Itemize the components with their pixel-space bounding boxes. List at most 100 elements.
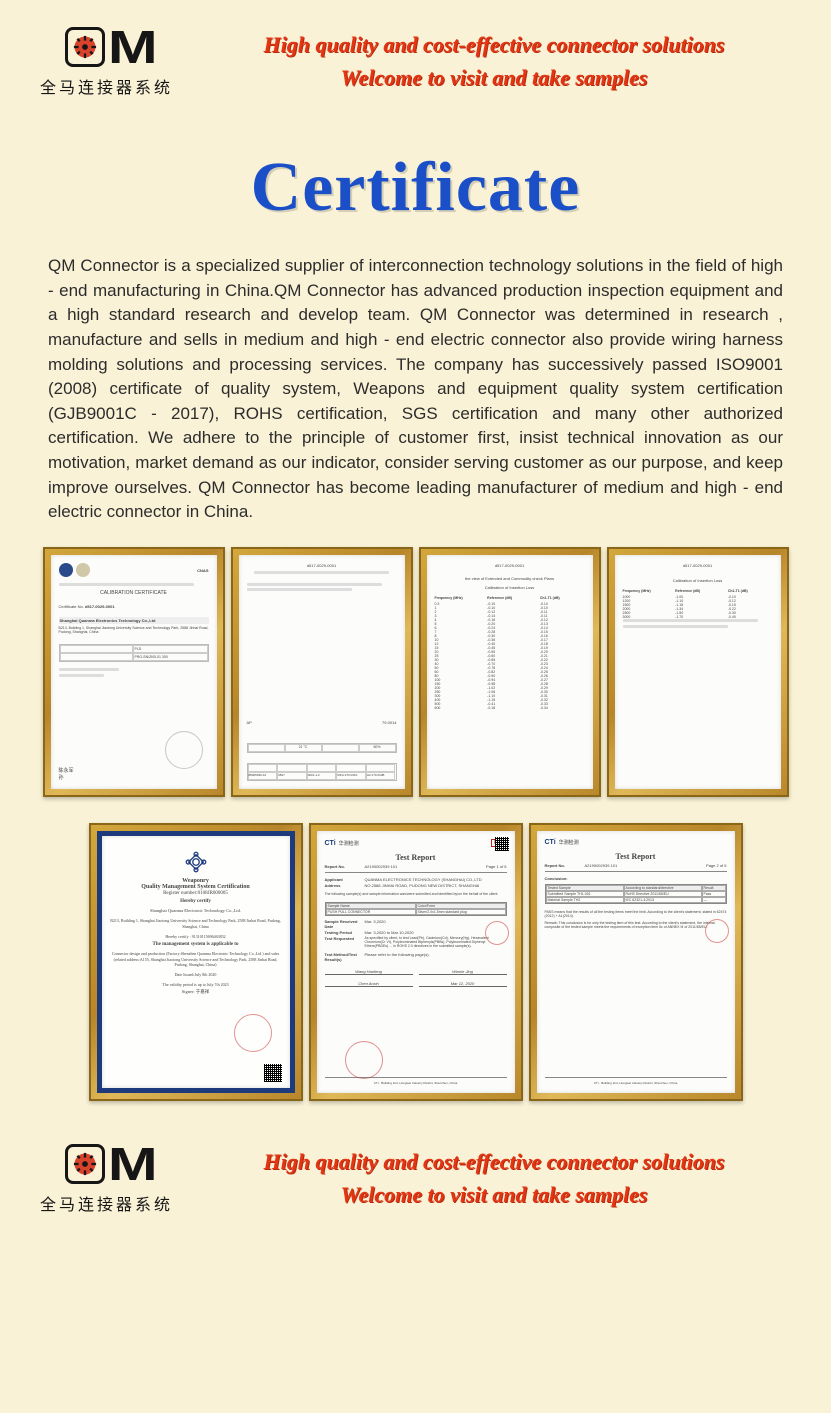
org-addr: B213, Building 1, Shanghai Jiaotong Univ… — [110, 918, 282, 929]
td: PUSH PULL CONNECTOR — [326, 909, 416, 915]
header-banner: M 全马连接器系统 High quality and cost-effectiv… — [0, 0, 831, 108]
v: NO.2588 JINHAI ROAD, PUDONG NEW DISTRICT… — [365, 883, 507, 888]
cti-logo-cn: 华测检测 — [559, 840, 579, 846]
v: A2190002939 101 — [365, 864, 487, 869]
stamp-icon — [345, 1041, 383, 1079]
k: Test Method/Test Result(s) — [325, 952, 365, 962]
logo-chinese-text: 全马连接器系统 — [40, 74, 173, 98]
qr-code-icon — [495, 837, 509, 851]
stamp-icon — [485, 921, 509, 945]
scope-text: Connector design and production (Factory… — [110, 951, 282, 968]
cti-logo: CTi — [325, 840, 336, 847]
subtitle: Calibration of Insertion Loss — [623, 578, 773, 583]
tagline-line-2: Welcome to visit and take samples — [197, 61, 791, 94]
subtitle: Calibration of Insertion Loss — [435, 585, 585, 590]
cert-line: Hereby certify : 91310115696463832 — [110, 934, 282, 940]
brand-logo: M 全马连接器系统 — [40, 1141, 173, 1215]
v: Please refer to the following page(s). — [365, 952, 507, 962]
note: PASS means that the results of all the t… — [545, 910, 727, 918]
tagline: High quality and cost-effective connecto… — [197, 1145, 791, 1211]
report-title: Test Report — [325, 853, 507, 862]
cert-datalist-2: d517-0029-0001 Calibration of Insertion … — [607, 547, 789, 797]
cert-cti-report-1: CTi华测检测 MA Test Report Report No.A219000… — [309, 823, 523, 1101]
brand-logo: M 全马连接器系统 — [40, 24, 173, 98]
qr-code-icon — [264, 1064, 282, 1082]
k: Report No. — [545, 863, 585, 868]
logo-chinese-text: 全马连接器系统 — [40, 1191, 173, 1215]
cert-no: d517-0029-0001 — [435, 563, 585, 568]
logo-m-letter: M — [108, 24, 153, 70]
conclusion-label: Conclusion: — [545, 876, 727, 881]
reg-number: Register number:0108JR000005 — [110, 891, 282, 896]
report-title: Test Report — [545, 852, 727, 861]
ap-val: 79.0014 — [382, 720, 396, 725]
tcell: 0837 — [277, 772, 307, 780]
tcell: 88005039-10 — [248, 772, 278, 780]
cert-datasheet-1: d517-0029-0001 AP 79.0014 21 °C 60% 88005… — [231, 547, 413, 797]
footer-banner: M 全马连接器系统 High quality and cost-effectiv… — [0, 1105, 831, 1225]
tagline-line-1: High quality and cost-effective connecto… — [197, 1145, 791, 1178]
stamp-icon — [234, 1014, 272, 1052]
sign-date: Mar 12, 2020 — [419, 981, 507, 987]
tcell: H2:170.03dB — [366, 772, 396, 780]
ap-label: AP — [247, 720, 252, 725]
cti-logo: CTi — [545, 839, 556, 846]
tcell: MFG:270.0310 — [336, 772, 366, 780]
cert-no: d517-0029-0001 — [623, 563, 773, 568]
cert-cti-report-2: CTi华测检测 Test Report Report No.A219000293… — [529, 823, 743, 1101]
k: Address — [325, 883, 365, 888]
validity: The validity period is up to July 7th 20… — [110, 982, 282, 988]
description-paragraph: QM Connector is a specialized supplier o… — [0, 248, 831, 543]
cnas-label: CNAS — [197, 568, 208, 573]
k: Test Requested — [325, 936, 365, 948]
td: Material Sample TH2 — [546, 897, 624, 903]
logo-m-letter: M — [108, 1141, 153, 1187]
intro: The following sample(s) and sample infor… — [325, 892, 507, 896]
page-title-text: Certificate — [0, 148, 831, 228]
cert-model: PRO-SN/ZKB-01 300 — [133, 653, 208, 661]
gear-icon — [65, 1144, 105, 1184]
cti-logo-cn: 华测检测 — [339, 841, 359, 847]
signature-row: Wang Haofeng Winnie Jing — [325, 969, 507, 975]
tagline-line-1: High quality and cost-effective connecto… — [197, 28, 791, 61]
td: Silver/2.0x1.5mm standard plug — [416, 909, 506, 915]
page: Page 1 of 5 — [486, 864, 506, 869]
sig: Wang Haofeng — [325, 969, 413, 975]
date-issued: Date Issued:July 8th 2020 — [110, 972, 282, 978]
humidity: 60% — [359, 744, 396, 752]
sig: Chen Anxin — [325, 981, 413, 987]
cert-title: CALIBRATION CERTIFICATE — [59, 590, 209, 596]
tcell: 0001-1-2 — [307, 772, 337, 780]
section-title: the view of Extended and Commodity check… — [435, 576, 585, 581]
certificate-row-1: CNAS CALIBRATION CERTIFICATE Certificate… — [0, 543, 831, 801]
org-name: Shanghai Quanma Electronic Technology Co… — [110, 908, 282, 914]
cert-addr: B213, Building 1, Shanghai Jiaotong Univ… — [59, 626, 209, 634]
v: QUANMA ELECTRONICS TECHNOLOGY (SHANGHAI)… — [365, 877, 507, 882]
k: Applicant — [325, 877, 365, 882]
v: A2190002939 101 — [585, 863, 707, 868]
td: — — [702, 897, 726, 903]
stamp-icon — [165, 731, 203, 769]
hereby-label: Hereby certify — [110, 899, 282, 904]
cert-no: d517-0029-0001 — [247, 563, 397, 568]
cert-no-label: Certificate No. — [59, 604, 84, 609]
k: Sample Received Date — [325, 919, 365, 929]
cert-calibration: CNAS CALIBRATION CERTIFICATE Certificate… — [43, 547, 225, 797]
cert-instrument: PLD — [133, 645, 208, 653]
room-temp: 21 °C — [285, 744, 322, 752]
page-title: Certificate — [0, 148, 831, 228]
stamp-icon — [705, 919, 729, 943]
cert-weaponry: Weaponry Quality Management System Certi… — [89, 823, 303, 1101]
cert-no: d517-0029-0001 — [85, 604, 115, 609]
k: Report No. — [325, 864, 365, 869]
remark: Remark: This conclusion is for only the … — [545, 921, 727, 929]
weaponry-subtitle: Quality Management System Certification — [110, 884, 282, 890]
cert-datalist-1: d517-0029-0001 the view of Extended and … — [419, 547, 601, 797]
certificate-row-2: Weaponry Quality Management System Certi… — [0, 819, 831, 1105]
tagline-line-2: Welcome to visit and take samples — [197, 1178, 791, 1211]
k: Testing Period — [325, 930, 365, 935]
cert-org: Shanghai Quanma Electronics Technology C… — [59, 617, 209, 624]
scope-title: The management system is applicable to — [110, 942, 282, 947]
sig: Winnie Jing — [419, 969, 507, 975]
page: Page 2 of 5 — [706, 863, 726, 868]
